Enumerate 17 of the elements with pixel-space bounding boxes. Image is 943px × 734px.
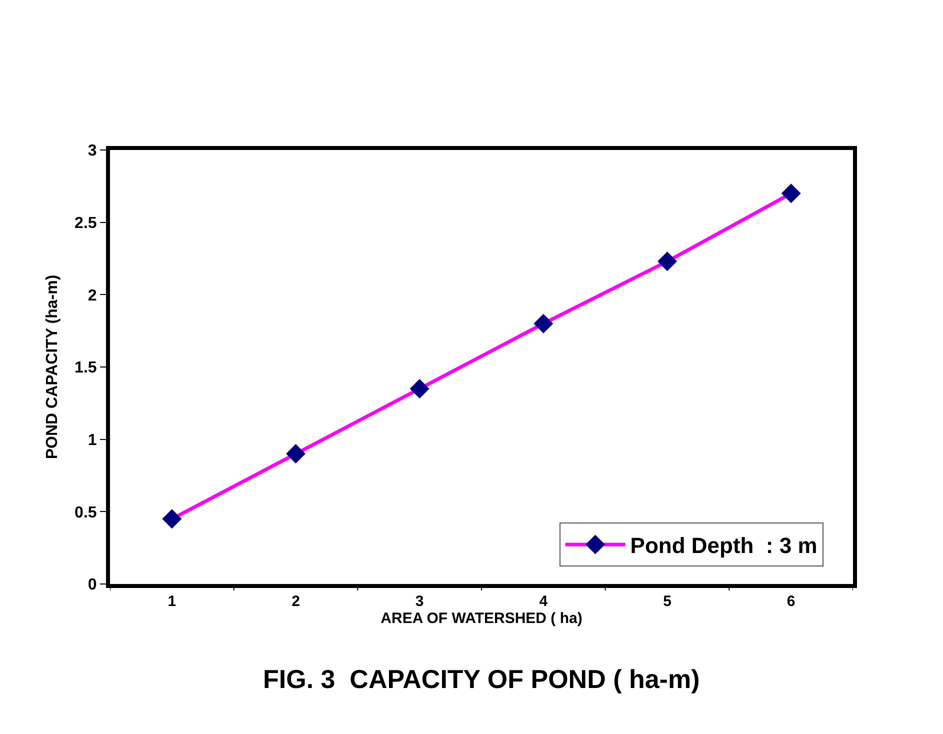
legend-label: Pond Depth : 3 m: [630, 533, 818, 558]
y-axis-title: POND CAPACITY (ha-m): [44, 274, 61, 460]
y-tick-label: 0.5: [74, 504, 97, 522]
caption: FIG. 3 CAPACITY OF POND ( ha-m): [263, 664, 700, 694]
y-tick-label: 1.5: [74, 360, 97, 377]
y-tick-label: 2: [88, 287, 97, 304]
x-tick-label: 5: [663, 593, 672, 610]
y-tick-label: 2.5: [74, 214, 97, 232]
x-tick-label: 3: [415, 593, 424, 610]
y-tick-label: 1: [88, 432, 97, 449]
y-tick-label: 0: [88, 576, 97, 594]
x-tick-label: 1: [168, 593, 176, 610]
x-tick-label: 2: [292, 593, 300, 610]
y-tick-label: 3: [88, 142, 97, 160]
x-tick-label: 6: [786, 593, 796, 610]
x-axis-title: AREA OF WATERSHED ( ha): [380, 610, 582, 627]
x-tick-label: 4: [539, 593, 548, 610]
